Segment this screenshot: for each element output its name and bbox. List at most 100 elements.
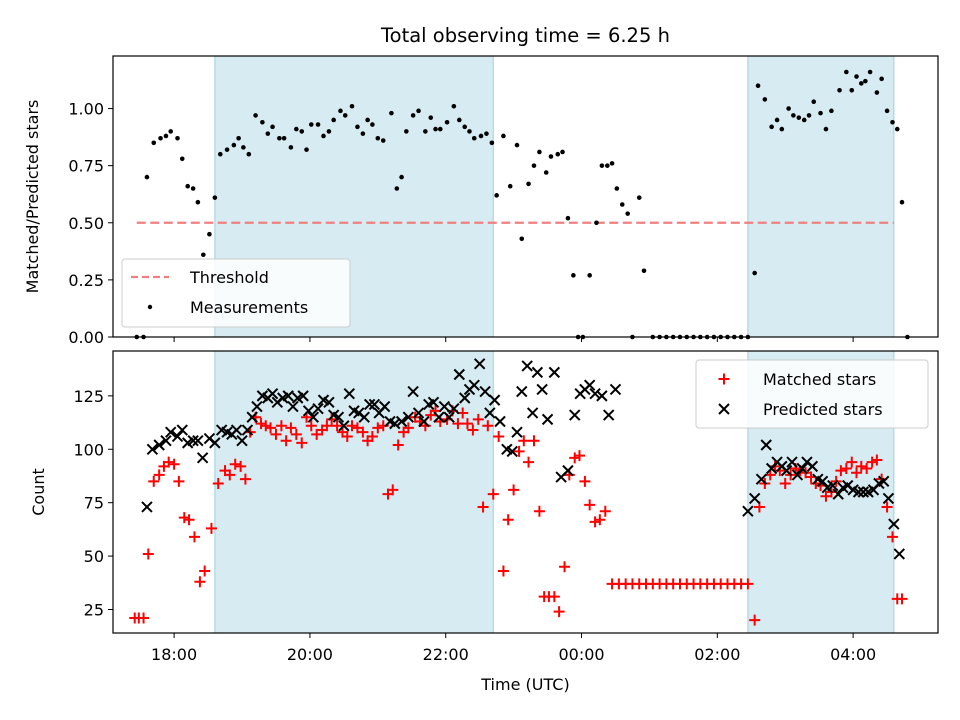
measurement-point	[863, 78, 868, 84]
measurement-point	[594, 220, 599, 226]
predicted-stars-point	[893, 548, 906, 560]
measurement-point	[394, 186, 400, 191]
matched-stars-point	[285, 422, 297, 434]
predicted-stars-point	[796, 462, 808, 475]
ratio-y-axis-label: Matched/Predicted stars	[23, 100, 42, 294]
measurement-point	[818, 110, 823, 116]
predicted-stars-point	[153, 439, 165, 451]
matched-stars-point	[548, 591, 560, 603]
measurement-point	[370, 122, 375, 127]
measurement-point	[231, 142, 237, 148]
measurement-point	[565, 215, 571, 221]
measurement-point	[241, 145, 246, 150]
measurement-point	[849, 87, 855, 93]
count-legend: Matched stars Predicted stars	[695, 359, 929, 429]
predicted-stars-point	[407, 385, 419, 398]
legend-measurements-swatch	[147, 304, 153, 310]
measurement-point	[294, 126, 299, 132]
measurement-point	[489, 140, 495, 146]
matched-stars-point	[508, 484, 520, 496]
measurement-point	[338, 108, 343, 114]
matched-stars-point	[372, 422, 384, 434]
predicted-stars-point	[307, 411, 320, 423]
time-x-tick-label: 22:00	[423, 645, 469, 664]
matched-stars-point	[212, 477, 224, 489]
measurement-point	[201, 252, 206, 258]
predicted-stars-point	[609, 383, 622, 396]
measurement-point	[779, 126, 785, 132]
matched-stars-point	[321, 420, 333, 432]
ratio-legend: Threshold Measurements	[121, 258, 351, 328]
matched-stars-point	[584, 499, 596, 511]
measurement-point	[571, 273, 576, 278]
matched-stars-point	[599, 505, 611, 517]
measurement-point	[796, 115, 802, 120]
count-y-tick-label: 25	[84, 601, 104, 620]
matched-stars-point	[487, 488, 499, 500]
predicted-stars-point	[541, 413, 554, 426]
measurement-point	[619, 202, 625, 207]
predicted-stars-point	[187, 435, 199, 447]
matched-stars-point	[357, 426, 369, 438]
matched-stars-point	[855, 460, 867, 472]
measurement-point	[246, 151, 252, 157]
measurement-point	[265, 131, 271, 136]
matched-stars-point	[341, 430, 353, 442]
measurement-point	[587, 273, 592, 278]
measurement-point	[636, 195, 642, 200]
time-x-tick-label: 20:00	[287, 645, 333, 664]
predicted-stars-point	[302, 405, 315, 417]
matched-stars-point	[199, 565, 211, 577]
ratio-y-tick-label: 0.00	[68, 328, 104, 347]
count-y-tick-label: 50	[84, 547, 104, 566]
matched-stars-point	[260, 420, 272, 432]
measurement-point	[321, 133, 326, 139]
legend-measurements-label: Measurements	[190, 298, 308, 317]
measurement-point	[281, 135, 287, 141]
matched-stars-point	[742, 578, 754, 590]
measurement-point	[879, 76, 884, 82]
matched-stars-point	[472, 413, 484, 425]
measurement-point	[451, 103, 457, 109]
measurement-point	[471, 135, 477, 141]
predicted-stars-point	[816, 475, 829, 488]
predicted-stars-point	[141, 501, 153, 513]
predicted-stars-point	[506, 445, 518, 458]
measurement-point	[537, 149, 542, 155]
measurement-point	[755, 83, 761, 88]
matched-stars-point	[178, 512, 190, 524]
measurement-point	[894, 126, 900, 132]
count-y-tick-label: 100	[73, 440, 104, 459]
predicted-stars-point	[363, 398, 376, 411]
time-x-tick-label: 02:00	[694, 645, 740, 664]
matched-stars-point	[173, 475, 185, 487]
count-y-axis-label: Count	[29, 468, 48, 516]
matched-stars-point	[461, 418, 473, 430]
predicted-stars-point	[516, 385, 528, 398]
measurement-point	[769, 124, 774, 130]
time-x-axis-label: Time (UTC)	[480, 675, 569, 694]
matched-stars-point	[265, 422, 277, 434]
predicted-stars-point	[438, 400, 451, 413]
measurement-point	[179, 156, 185, 162]
measurement-point	[514, 142, 520, 148]
measurement-point	[543, 170, 549, 175]
measurement-point	[890, 119, 895, 125]
matched-stars-point	[275, 420, 287, 432]
predicted-stars-point	[230, 424, 243, 436]
predicted-stars-point	[196, 452, 209, 464]
time-x-tick-label: 04:00	[830, 645, 876, 664]
ratio-y-tick-label: 1.00	[68, 100, 104, 119]
matched-stars-point	[594, 514, 606, 526]
predicted-stars-point	[402, 411, 415, 423]
predicted-stars-point	[877, 475, 890, 488]
measurement-point	[837, 87, 842, 93]
ratio-legend-box	[121, 258, 351, 328]
matched-stars-point	[518, 435, 530, 447]
ratio-panel: 0.00 0.25 0.50 0.75 1.00 Total observing tim…	[23, 24, 939, 347]
predicted-stars-point	[395, 415, 408, 428]
predicted-stars-point	[473, 358, 486, 370]
measurement-point	[614, 186, 620, 191]
measurement-point	[349, 103, 355, 109]
predicted-stars-point	[412, 407, 425, 419]
